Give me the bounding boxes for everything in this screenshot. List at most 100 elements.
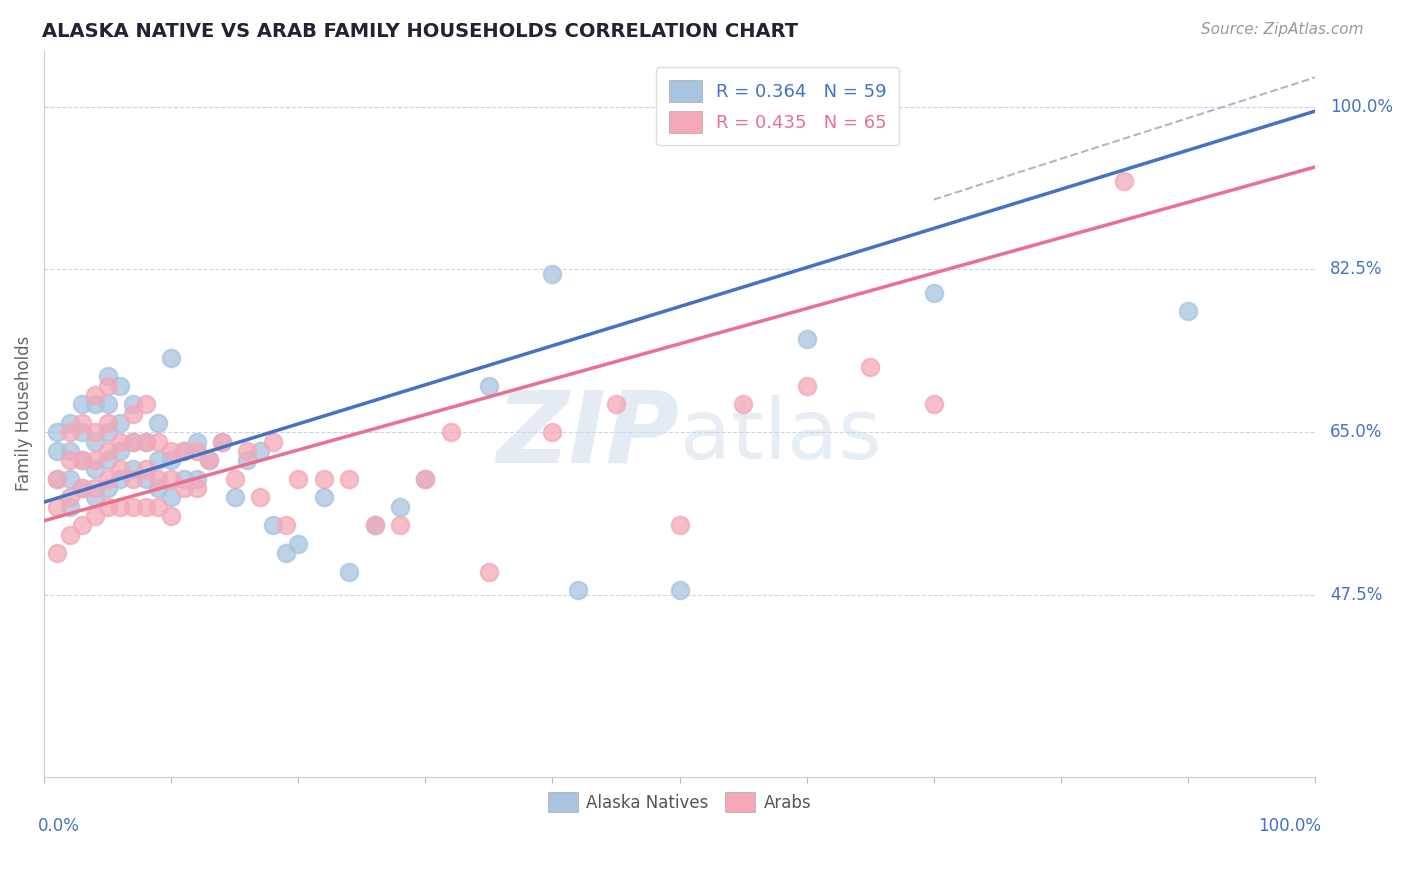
Point xyxy=(541,267,564,281)
Point xyxy=(45,472,67,486)
Point xyxy=(70,481,93,495)
Point xyxy=(859,360,882,375)
Point xyxy=(58,443,80,458)
Point xyxy=(198,453,221,467)
Point xyxy=(58,425,80,440)
Point xyxy=(274,546,297,560)
Point xyxy=(312,472,335,486)
Point xyxy=(110,434,132,449)
Point xyxy=(160,509,183,524)
Point xyxy=(58,491,80,505)
Point xyxy=(1114,174,1136,188)
Point xyxy=(70,453,93,467)
Point xyxy=(110,416,132,430)
Y-axis label: Family Households: Family Households xyxy=(15,336,32,491)
Point xyxy=(58,527,80,541)
Point xyxy=(58,453,80,467)
Point xyxy=(97,425,120,440)
Point xyxy=(312,491,335,505)
Point xyxy=(796,378,818,392)
Point xyxy=(148,500,170,514)
Point xyxy=(668,583,690,598)
Point xyxy=(173,443,195,458)
Point xyxy=(668,518,690,533)
Text: 82.5%: 82.5% xyxy=(1330,260,1382,278)
Point xyxy=(84,425,107,440)
Point xyxy=(337,565,360,579)
Point xyxy=(173,443,195,458)
Point xyxy=(287,472,309,486)
Point xyxy=(148,481,170,495)
Point xyxy=(135,434,157,449)
Text: Source: ZipAtlas.com: Source: ZipAtlas.com xyxy=(1201,22,1364,37)
Point xyxy=(110,500,132,514)
Point xyxy=(415,472,437,486)
Point xyxy=(148,434,170,449)
Point xyxy=(148,453,170,467)
Point xyxy=(135,434,157,449)
Point xyxy=(567,583,589,598)
Point xyxy=(97,397,120,411)
Point xyxy=(262,434,284,449)
Point xyxy=(160,453,183,467)
Point xyxy=(274,518,297,533)
Point xyxy=(388,518,411,533)
Point xyxy=(186,472,208,486)
Point xyxy=(110,462,132,476)
Point xyxy=(148,416,170,430)
Point xyxy=(84,388,107,402)
Point xyxy=(110,378,132,392)
Point xyxy=(122,397,145,411)
Point xyxy=(224,491,246,505)
Point xyxy=(541,425,564,440)
Point xyxy=(84,509,107,524)
Point xyxy=(388,500,411,514)
Point xyxy=(796,332,818,346)
Point xyxy=(58,416,80,430)
Point xyxy=(135,500,157,514)
Point xyxy=(478,378,501,392)
Point xyxy=(97,453,120,467)
Point xyxy=(173,472,195,486)
Point xyxy=(70,397,93,411)
Point xyxy=(84,434,107,449)
Text: ALASKA NATIVE VS ARAB FAMILY HOUSEHOLDS CORRELATION CHART: ALASKA NATIVE VS ARAB FAMILY HOUSEHOLDS … xyxy=(42,22,799,41)
Point xyxy=(1177,304,1199,318)
Point xyxy=(186,434,208,449)
Point xyxy=(58,500,80,514)
Point xyxy=(173,481,195,495)
Point xyxy=(70,425,93,440)
Point xyxy=(122,462,145,476)
Point xyxy=(363,518,385,533)
Point xyxy=(224,472,246,486)
Point xyxy=(160,491,183,505)
Point xyxy=(211,434,233,449)
Text: 47.5%: 47.5% xyxy=(1330,586,1382,604)
Point xyxy=(97,481,120,495)
Point xyxy=(45,443,67,458)
Point xyxy=(70,481,93,495)
Point xyxy=(415,472,437,486)
Point xyxy=(58,472,80,486)
Point xyxy=(148,472,170,486)
Text: 65.0%: 65.0% xyxy=(1330,424,1382,442)
Point xyxy=(249,443,271,458)
Point xyxy=(122,407,145,421)
Point xyxy=(97,443,120,458)
Point xyxy=(97,416,120,430)
Point xyxy=(84,481,107,495)
Point xyxy=(110,443,132,458)
Point xyxy=(84,491,107,505)
Point xyxy=(45,472,67,486)
Point xyxy=(236,453,259,467)
Point xyxy=(97,472,120,486)
Point xyxy=(122,434,145,449)
Point xyxy=(70,453,93,467)
Point xyxy=(186,443,208,458)
Point xyxy=(97,500,120,514)
Point xyxy=(249,491,271,505)
Text: 0.0%: 0.0% xyxy=(38,816,80,835)
Point xyxy=(97,378,120,392)
Point xyxy=(84,453,107,467)
Point xyxy=(198,453,221,467)
